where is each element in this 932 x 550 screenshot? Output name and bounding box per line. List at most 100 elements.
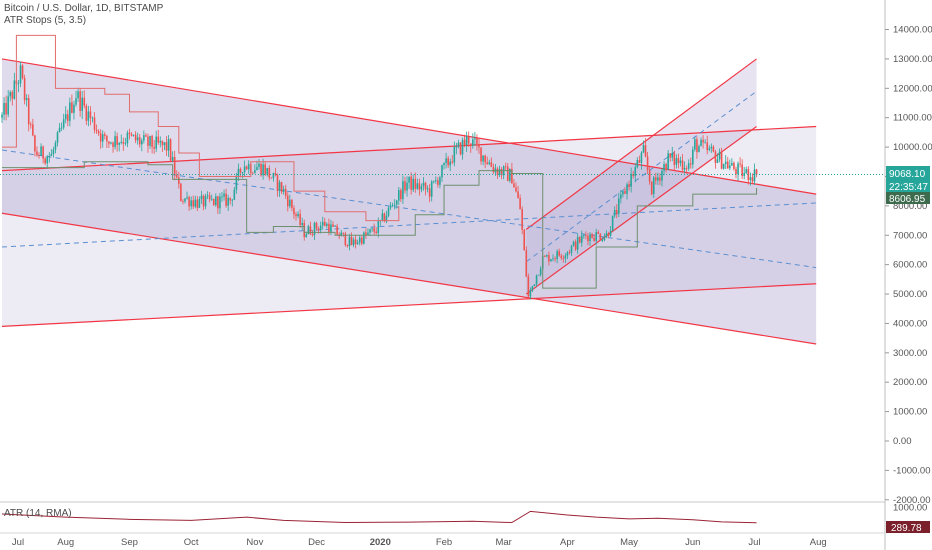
- candle-body: [206, 195, 209, 197]
- y-tick-label: -2000.00: [893, 495, 931, 506]
- candle-body: [634, 167, 637, 177]
- candle: [628, 180, 630, 191]
- candle-body: [221, 196, 223, 198]
- x-tick-label: Apr: [560, 537, 575, 548]
- candle: [556, 249, 558, 264]
- atr-y-tick-label: 1000.00: [893, 503, 927, 514]
- blue-dashed-line-0[interactable]: [1, 149, 817, 269]
- candle-body: [124, 143, 127, 145]
- candle-body: [89, 111, 92, 118]
- candle-body: [32, 124, 34, 136]
- candle: [432, 180, 435, 184]
- candle-body: [262, 164, 264, 176]
- candle-body: [159, 140, 162, 143]
- candle: [163, 141, 166, 151]
- candle-body: [34, 135, 36, 152]
- red-trend-line-0[interactable]: [1, 58, 817, 195]
- candle: [667, 149, 669, 171]
- candle: [737, 161, 739, 181]
- candle-body: [202, 195, 205, 207]
- candle: [101, 130, 104, 148]
- candle: [75, 90, 77, 107]
- candle-body: [432, 180, 435, 182]
- candle-body: [673, 152, 676, 165]
- candle: [476, 134, 478, 151]
- candle-body: [208, 195, 211, 200]
- candle: [546, 254, 548, 258]
- candle-body: [66, 114, 69, 121]
- time-axis[interactable]: Jul Aug Sep Oct Nov Dec 2020 Feb Mar Apr May Jun Jul…: [12, 537, 827, 548]
- blue-dashed-line-2[interactable]: [525, 90, 757, 263]
- candle: [597, 230, 600, 234]
- candle: [258, 159, 260, 170]
- candle-body: [188, 197, 190, 207]
- candle-body: [87, 111, 90, 121]
- candle: [618, 192, 620, 218]
- candle-body: [689, 163, 692, 165]
- candle: [217, 195, 219, 215]
- candle: [461, 137, 464, 160]
- candle-body: [69, 102, 71, 121]
- candle-body: [190, 200, 192, 207]
- symbol-legend[interactable]: Bitcoin / U.S. Dollar, 1D, BITSTAMP: [4, 3, 164, 14]
- candle: [202, 194, 205, 211]
- candle: [161, 140, 164, 152]
- red-trend-line-3[interactable]: [1, 283, 817, 327]
- red-trend-line-1[interactable]: [1, 125, 817, 172]
- atr-legend[interactable]: ATR (14, RMA): [4, 508, 72, 519]
- candle-body: [44, 158, 46, 164]
- red-trend-line-5[interactable]: [525, 58, 757, 230]
- candle: [652, 176, 655, 199]
- candle: [208, 192, 211, 203]
- candle-body: [613, 209, 616, 216]
- candle: [134, 131, 137, 144]
- candle-body: [583, 235, 585, 237]
- candle-body: [587, 235, 589, 242]
- candle-body: [556, 251, 558, 259]
- candle-body: [173, 156, 176, 175]
- candle-body: [149, 135, 151, 146]
- candle: [566, 251, 569, 260]
- candle-body: [661, 170, 663, 181]
- candle: [194, 195, 197, 209]
- candle-body: [371, 228, 373, 230]
- candle-body: [490, 162, 493, 167]
- y-tick-label: 0.00: [893, 436, 912, 447]
- candle-body: [437, 180, 439, 185]
- candle-body: [640, 152, 643, 163]
- candle: [478, 138, 480, 154]
- candle: [611, 215, 614, 232]
- x-tick-label: 2020: [370, 537, 391, 548]
- candle-body: [344, 233, 347, 246]
- red-trend-line-4[interactable]: [525, 126, 757, 295]
- blue-dashed-line-1[interactable]: [1, 202, 817, 248]
- candle-body: [145, 135, 147, 137]
- candle-body: [315, 222, 318, 229]
- candle: [52, 146, 55, 158]
- candle-body: [570, 245, 573, 253]
- candle-body: [603, 237, 606, 241]
- candle-body: [299, 213, 301, 226]
- y-tick-label: 6000.00: [893, 260, 927, 271]
- candle: [601, 237, 604, 243]
- candle-body: [531, 285, 534, 291]
- atr-stops-legend[interactable]: ATR Stops (5, 3.5): [4, 15, 86, 26]
- candle: [212, 198, 215, 206]
- candle-body: [175, 174, 178, 178]
- candle: [564, 253, 567, 264]
- atr-badge-bg: [886, 521, 930, 533]
- red-trend-line-2[interactable]: [1, 212, 817, 345]
- candle-body: [644, 145, 647, 157]
- candle-body: [566, 252, 569, 256]
- candle-body: [428, 188, 431, 197]
- candle-body: [712, 146, 715, 152]
- candle-body: [229, 197, 232, 201]
- candle: [554, 256, 556, 262]
- candle: [122, 137, 125, 151]
- candle: [603, 233, 606, 242]
- candle: [418, 178, 421, 196]
- candle-body: [200, 195, 203, 200]
- candle: [27, 94, 30, 132]
